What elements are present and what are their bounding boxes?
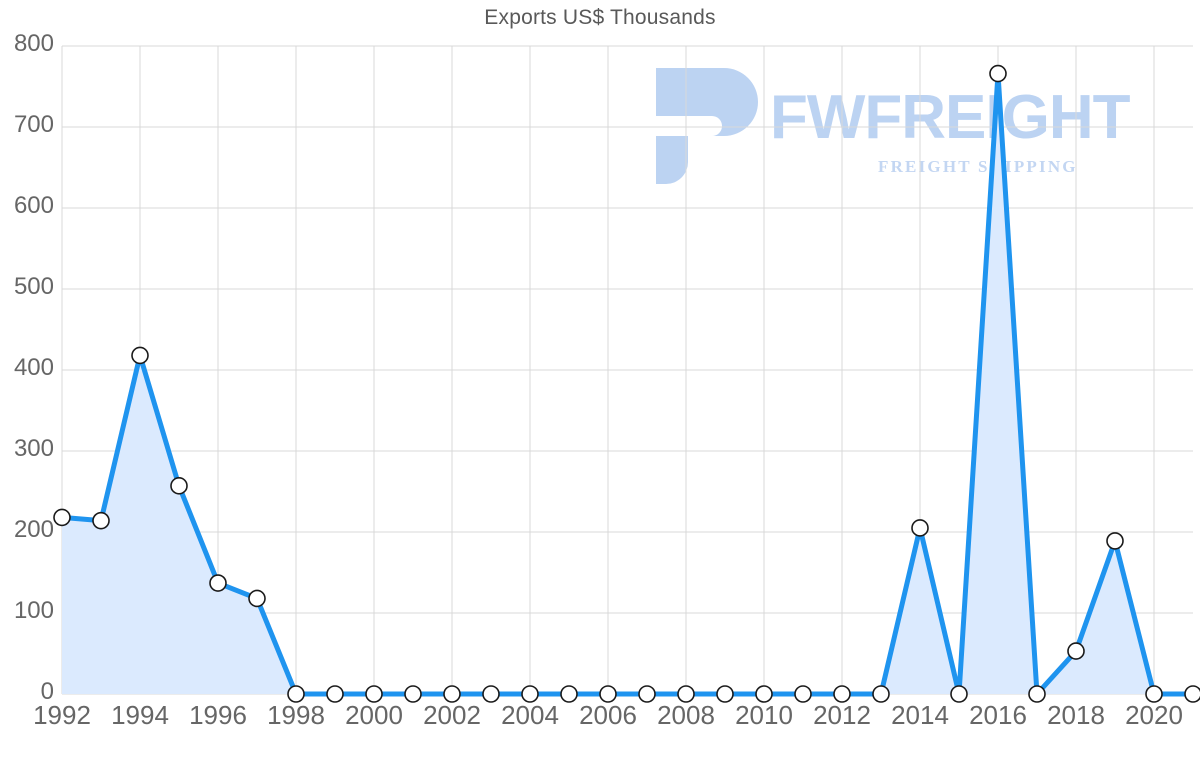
data-point-marker[interactable] xyxy=(638,685,656,703)
y-axis-tick-label: 300 xyxy=(13,435,54,462)
x-axis-tick-label: 1996 xyxy=(189,700,247,730)
data-point-marker[interactable] xyxy=(716,685,734,703)
data-point-marker[interactable] xyxy=(833,685,851,703)
y-axis-tick-label: 500 xyxy=(13,273,54,300)
data-point-marker[interactable] xyxy=(794,685,812,703)
data-point-marker[interactable] xyxy=(365,685,383,703)
data-point-marker[interactable] xyxy=(599,685,617,703)
x-axis-tick-label: 1994 xyxy=(111,700,169,730)
x-axis-tick-label: 2004 xyxy=(501,700,559,730)
x-axis-tick-label: 2006 xyxy=(579,700,637,730)
x-axis-tick-label: 2020 xyxy=(1125,700,1183,730)
y-axis-tick-label: 0 xyxy=(40,678,54,705)
data-point-marker[interactable] xyxy=(1145,685,1163,703)
data-point-marker[interactable] xyxy=(1067,642,1085,660)
data-point-marker[interactable] xyxy=(92,511,110,530)
x-axis-tick-label: 2002 xyxy=(423,700,481,730)
data-point-marker[interactable] xyxy=(209,574,227,592)
data-point-marker[interactable] xyxy=(443,685,461,703)
data-point-marker[interactable] xyxy=(872,685,890,703)
data-point-marker[interactable] xyxy=(404,685,422,703)
data-point-marker[interactable] xyxy=(482,685,500,703)
data-point-marker[interactable] xyxy=(53,508,71,527)
y-axis-tick-label: 800 xyxy=(13,30,54,57)
data-point-marker[interactable] xyxy=(560,685,578,703)
data-point-markers xyxy=(53,64,1200,703)
data-point-marker[interactable] xyxy=(989,64,1007,83)
data-point-marker[interactable] xyxy=(755,685,773,703)
data-point-marker[interactable] xyxy=(287,685,305,703)
data-point-marker[interactable] xyxy=(1184,685,1200,703)
x-axis-tick-label: 2010 xyxy=(735,700,793,730)
x-axis-tick-label: 2014 xyxy=(891,700,949,730)
chart-title: Exports US$ Thousands xyxy=(484,6,716,29)
data-point-marker[interactable] xyxy=(677,685,695,703)
y-axis-tick-label: 700 xyxy=(13,111,54,138)
data-point-marker[interactable] xyxy=(1106,532,1124,550)
x-axis-tick-label: 1992 xyxy=(33,700,91,730)
x-axis-tick-label: 1998 xyxy=(267,700,325,730)
data-point-marker[interactable] xyxy=(131,346,149,365)
y-axis-tick-label: 400 xyxy=(13,354,54,381)
y-axis-tick-label: 100 xyxy=(13,597,54,624)
x-axis-tick-label: 2012 xyxy=(813,700,871,730)
area-fill xyxy=(62,73,1193,695)
data-point-marker[interactable] xyxy=(248,589,266,608)
x-axis-tick-label: 2000 xyxy=(345,700,403,730)
y-axis-tick-label: 600 xyxy=(13,192,54,219)
data-point-marker[interactable] xyxy=(326,685,344,703)
x-axis-tick-label: 2016 xyxy=(969,700,1027,730)
data-point-marker[interactable] xyxy=(170,477,188,495)
x-axis-tick-label: 2018 xyxy=(1047,700,1105,730)
data-point-marker[interactable] xyxy=(521,685,539,703)
x-axis-tick-label: 2008 xyxy=(657,700,715,730)
data-point-marker[interactable] xyxy=(1028,685,1046,703)
data-point-marker[interactable] xyxy=(950,685,968,703)
y-axis-tick-label: 200 xyxy=(13,516,54,543)
data-point-marker[interactable] xyxy=(911,519,929,537)
